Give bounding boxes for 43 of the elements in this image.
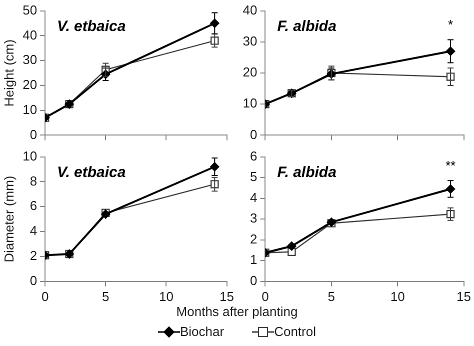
- text: F. albida: [277, 164, 336, 181]
- y-tick-label: 0: [250, 126, 258, 142]
- x-tick-label: 5: [328, 288, 336, 304]
- y-tick-label: 10: [242, 96, 258, 111]
- y-tick-label: 10: [22, 102, 38, 117]
- y-axis-title: Height (cm): [1, 39, 16, 107]
- y-tick-label: 50: [22, 2, 38, 18]
- x-tick-label: 15: [456, 288, 472, 304]
- x-tick-label: 5: [102, 288, 110, 304]
- x-tick-label: 15: [220, 288, 234, 304]
- annotation: *: [448, 16, 454, 32]
- y-tick-label: 8: [30, 173, 38, 188]
- y-tick-label: 5: [250, 169, 258, 184]
- legend-label: Control: [274, 324, 316, 339]
- y-tick-label: 4: [30, 223, 38, 238]
- y-tick-label: 20: [22, 77, 38, 92]
- x-axis-title: Months after planting: [175, 304, 299, 319]
- x-tick-label: 10: [390, 288, 405, 304]
- y-tick-label: 6: [30, 198, 38, 214]
- x-tick-label: 0: [41, 288, 49, 304]
- text: F. albida: [277, 18, 336, 35]
- y-tick-label: 3: [250, 210, 258, 226]
- y-tick-label: 2: [30, 248, 38, 264]
- y-tick-label: 40: [242, 2, 258, 18]
- y-tick-label: 30: [242, 33, 258, 48]
- y-tick-label: 0: [250, 272, 258, 288]
- legend-label: Biochar: [180, 324, 224, 339]
- y-tick-label: 30: [22, 52, 38, 68]
- annotation: **: [445, 158, 456, 173]
- y-tick-label: 2: [250, 231, 258, 246]
- y-tick-label: 1: [250, 252, 258, 268]
- text: V. etbaica: [57, 18, 126, 35]
- y-tick-label: 4: [250, 190, 258, 205]
- text: V. etbaica: [57, 164, 126, 181]
- x-tick-label: 10: [158, 288, 174, 304]
- y-tick-label: 0: [30, 272, 38, 288]
- y-tick-label: 6: [250, 148, 258, 164]
- y-tick-label: 10: [22, 148, 38, 164]
- y-tick-label: 40: [22, 27, 38, 42]
- y-tick-label: 0: [30, 126, 38, 142]
- x-tick-label: 0: [262, 288, 269, 304]
- y-tick-label: 20: [242, 64, 258, 80]
- y-axis-title: Diameter (mm): [1, 176, 16, 262]
